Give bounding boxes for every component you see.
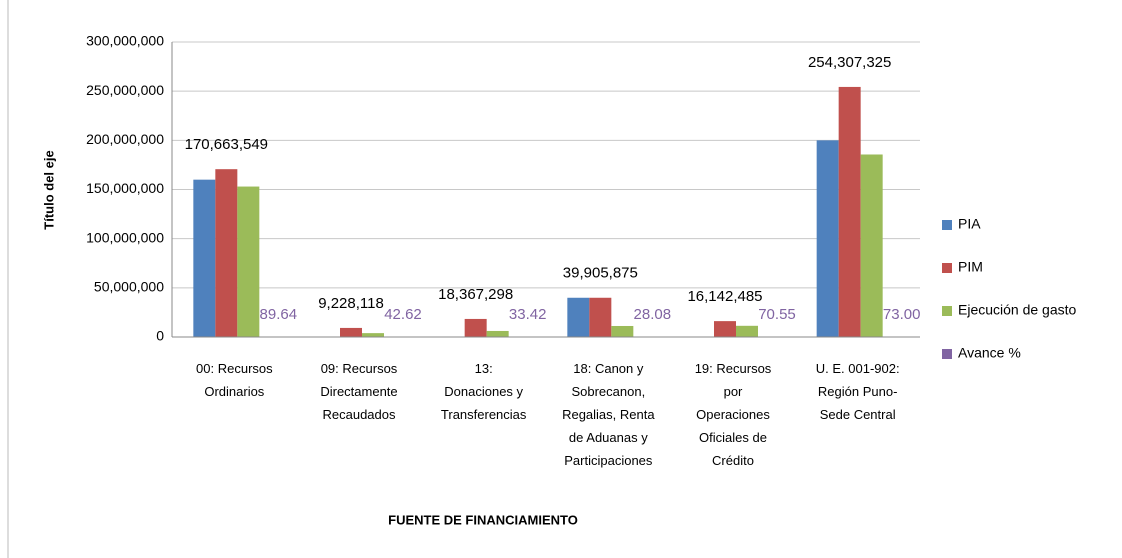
data-label: 42.62	[384, 306, 422, 323]
data-label: 28.08	[634, 306, 672, 323]
x-tick-line: 18: Canon y	[573, 361, 644, 376]
data-label: 89.64	[260, 306, 298, 323]
data-label: 16,142,485	[687, 288, 762, 305]
x-tick-line: Región Puno-	[818, 384, 898, 399]
x-tick-line: 19: Recursos	[695, 361, 772, 376]
x-tick-line: Oficiales de	[699, 430, 767, 445]
y-tick-label: 0	[156, 328, 164, 344]
legend-swatch	[942, 220, 952, 230]
x-tick-line: Sede Central	[820, 407, 896, 422]
legend-label: PIM	[958, 259, 983, 275]
x-tick-label: 09: Recursos Directamente Recaudados	[320, 361, 397, 422]
y-axis-title: Título del eje	[41, 150, 56, 229]
data-label: 254,307,325	[808, 54, 891, 71]
x-tick-line: Directamente	[320, 384, 397, 399]
x-tick-line: U. E. 001-902:	[816, 361, 900, 376]
data-label: 73.00	[883, 306, 921, 323]
legend-swatch	[942, 263, 952, 273]
x-tick-line: Transferencias	[441, 407, 527, 422]
x-tick-line: 09: Recursos	[321, 361, 398, 376]
x-tick-line: de Aduanas y	[569, 430, 648, 445]
data-label: 39,905,875	[563, 265, 638, 282]
legend-label: Avance %	[958, 345, 1021, 361]
bar	[567, 297, 590, 337]
bar	[215, 169, 238, 337]
x-tick-line: Ordinarios	[204, 384, 264, 399]
data-label: 9,228,118	[318, 295, 384, 312]
x-axis-title: FUENTE DE FINANCIAMIENTO	[388, 512, 578, 527]
data-label: 18,367,298	[438, 286, 513, 303]
legend-swatch	[942, 306, 952, 316]
x-tick-line: por	[724, 384, 743, 399]
bar	[589, 297, 612, 337]
x-tick-label: 00: Recursos Ordinarios	[196, 361, 273, 399]
bar	[611, 325, 634, 337]
bar	[714, 321, 736, 337]
legend-swatch	[942, 349, 952, 359]
y-tick-label: 50,000,000	[94, 279, 164, 295]
y-tick-label: 100,000,000	[86, 229, 164, 245]
bar	[860, 154, 883, 337]
bar	[362, 333, 384, 337]
x-tick-line: 13:	[475, 361, 493, 376]
legend-label: Ejecución de gasto	[958, 302, 1077, 318]
data-label: 33.42	[509, 306, 547, 323]
y-tick-label: 250,000,000	[86, 82, 164, 98]
bar	[816, 140, 839, 337]
x-tick-line: 00: Recursos	[196, 361, 273, 376]
bar	[464, 318, 487, 337]
bar	[193, 179, 216, 337]
legend-label: PIA	[958, 216, 981, 232]
x-tick-line: Donaciones y	[444, 384, 523, 399]
data-label: 70.55	[758, 306, 796, 323]
x-tick-line: Sobrecanon,	[571, 384, 645, 399]
data-label: 170,663,549	[185, 136, 268, 153]
x-tick-line: Operaciones	[696, 407, 770, 422]
x-tick-line: Participaciones	[564, 453, 653, 468]
bar	[736, 325, 758, 337]
bar	[340, 327, 362, 337]
y-tick-label: 150,000,000	[86, 180, 164, 196]
x-tick-line: Regalias, Renta	[562, 407, 655, 422]
x-tick-label: U. E. 001-902: Región Puno- Sede Central	[816, 361, 900, 422]
x-tick-line: Recaudados	[323, 407, 396, 422]
y-tick-label: 200,000,000	[86, 131, 164, 147]
bar	[486, 330, 509, 337]
x-tick-line: Crédito	[712, 453, 754, 468]
y-tick-label: 300,000,000	[86, 33, 164, 49]
x-tick-label: 18: Canon y Sobrecanon, Regalias, Renta de …	[562, 361, 655, 468]
x-tick-label: 13: Donaciones y Transferencias	[441, 361, 527, 422]
bar	[838, 86, 861, 338]
bar	[237, 186, 260, 337]
x-tick-label: 19: Recursos por Operaciones Oficiales de Cr…	[695, 361, 772, 468]
